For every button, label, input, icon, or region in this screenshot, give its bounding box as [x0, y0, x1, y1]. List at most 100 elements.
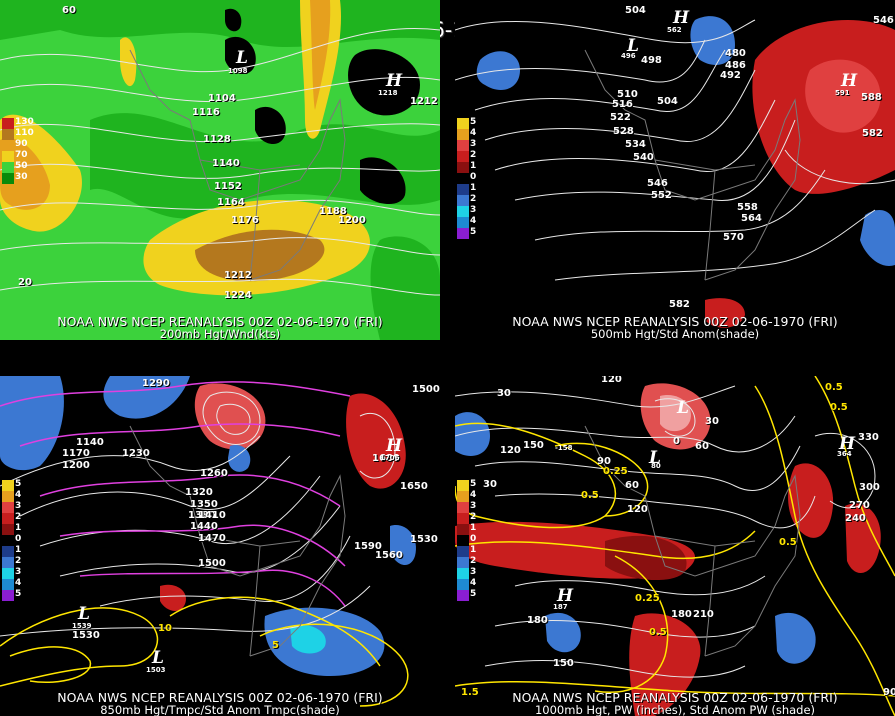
- contour-label: 1440: [190, 521, 218, 532]
- panel-1000mb: 5 4 3 2 1 0 1 2 3 4 5 120 30 30 0 150 12…: [455, 376, 895, 716]
- high-center-icon: H: [386, 436, 403, 456]
- contour-label: 120: [500, 445, 521, 456]
- contour-label: 1152: [214, 181, 242, 192]
- panel-caption-source: NOAA NWS NCEP REANALYSIS 00Z 02-06-1970 …: [512, 314, 838, 329]
- contour-label: 60: [695, 441, 709, 452]
- contour-label: 60: [62, 5, 76, 16]
- contour-label: 1410: [198, 510, 226, 521]
- contour-label: 180: [527, 615, 548, 626]
- contour-label: 558: [737, 202, 758, 213]
- contour-label: 1380: [188, 510, 216, 521]
- legend-std-anom: 5 4 3 2 1 0 1 2 3 4 5: [457, 479, 476, 601]
- contour-label: 20: [18, 277, 32, 288]
- contour-label: 1200: [338, 215, 366, 226]
- contour-label: 1224: [224, 290, 252, 301]
- contour-label: 1650: [400, 481, 428, 492]
- panel-500mb: 5 4 3 2 1 0 1 2 3 4 5 504 498 492 486 48…: [455, 0, 895, 340]
- contour-label: 1188: [319, 206, 347, 217]
- contour-label: 1176: [231, 215, 259, 226]
- legend-std-anom: 5 4 3 2 1 0 1 2 3 4 5: [457, 117, 476, 239]
- contour-label: 1140: [76, 437, 104, 448]
- contour-label: 480: [725, 48, 746, 59]
- contour-label: 1116: [192, 107, 220, 118]
- contour-label: 0.25: [603, 466, 628, 477]
- contour-label: 120: [627, 504, 648, 515]
- contour-label: 588: [861, 92, 882, 103]
- panel-caption-field: 200mb Hgt/Wnd(kts): [159, 327, 281, 340]
- contour-label: 564: [741, 213, 762, 224]
- contour-label: 570: [723, 232, 744, 243]
- contour-label: 546: [647, 178, 668, 189]
- contour-label: 0.25: [635, 593, 660, 604]
- contour-label: 1500: [198, 558, 226, 569]
- contour-label: 582: [862, 128, 883, 139]
- contour-label: 528: [613, 126, 634, 137]
- center-value: 1503: [146, 666, 166, 674]
- contour-label: 516: [612, 99, 633, 110]
- contour-label: 552: [651, 190, 672, 201]
- center-value: 591: [835, 89, 850, 97]
- contour-label: 10: [158, 623, 172, 634]
- contour-label: 1290: [142, 378, 170, 389]
- contour-label: 1320: [185, 487, 213, 498]
- contour-label: 0.5: [779, 537, 797, 548]
- contour-label: 1140: [212, 158, 240, 169]
- contour-label: 522: [610, 112, 631, 123]
- contour-label: 1164: [217, 197, 245, 208]
- center-value: 1706: [380, 454, 400, 462]
- contour-label: 504: [625, 5, 646, 16]
- contour-label: 1500: [412, 384, 440, 395]
- center-value: 496: [621, 52, 636, 60]
- contour-label: 270: [849, 500, 870, 511]
- contour-label: 0.5: [825, 382, 843, 393]
- contour-label: 504: [657, 96, 678, 107]
- contour-label: 1530: [72, 630, 100, 641]
- contour-label: 486: [725, 60, 746, 71]
- legend-wind: 130 110 90 70 50 30: [2, 117, 34, 184]
- contour-label: 150: [523, 440, 544, 451]
- high-center-icon: H: [673, 8, 690, 28]
- low-center-icon: L: [152, 648, 164, 668]
- low-center-icon: L: [627, 36, 639, 56]
- high-center-icon: H: [557, 586, 574, 606]
- map-1000mb-svg: [455, 376, 895, 716]
- contour-label: 90: [597, 456, 611, 467]
- contour-label: 1260: [200, 468, 228, 479]
- contour-label: 30: [483, 479, 497, 490]
- contour-label: 1200: [62, 460, 90, 471]
- contour-label: 1350: [190, 499, 218, 510]
- contour-label: 498: [641, 55, 662, 66]
- contour-label: 1212: [410, 96, 438, 107]
- low-center-icon: L: [236, 48, 248, 68]
- panel-caption-field: 1000mb Hgt, PW (inches), Std Anom PW (sh…: [534, 703, 816, 716]
- center-value: 1098: [228, 67, 248, 75]
- contour-label: 1230: [122, 448, 150, 459]
- contour-label: 60: [625, 480, 639, 491]
- high-center-icon: H: [841, 71, 858, 91]
- center-value: 364: [837, 450, 852, 458]
- panel-caption-source: NOAA NWS NCEP REANALYSIS 00Z 02-06-1970 …: [57, 690, 383, 705]
- contour-label: 240: [845, 513, 866, 524]
- panel-200mb: 130 110 90 70 50 30 1104 1116 1128 1140 …: [0, 0, 440, 340]
- center-value: 562: [667, 26, 682, 34]
- contour-label: 492: [720, 70, 741, 81]
- map-200mb-svg: [0, 0, 440, 340]
- legend-std-anom: 5 4 3 2 1 0 1 2 3 4 5: [2, 479, 21, 601]
- center-value: 1539: [72, 622, 92, 630]
- contour-label: 90: [883, 687, 895, 698]
- contour-label: 120: [601, 376, 622, 385]
- contour-label: 30: [705, 416, 719, 427]
- contour-label: 0: [673, 436, 680, 447]
- contour-label: 1590: [354, 541, 382, 552]
- contour-label: 150: [553, 658, 574, 669]
- panel-850mb: 5 4 3 2 1 0 1 2 3 4 5 1290 1140 1170 120…: [0, 376, 440, 716]
- panel-caption-field: 850mb Hgt/Tmpc/Std Anom Tmpc(shade): [100, 703, 340, 716]
- contour-label: 210: [693, 609, 714, 620]
- contour-label: 30: [497, 388, 511, 399]
- contour-label: 0.5: [649, 627, 667, 638]
- contour-label: 540: [633, 152, 654, 163]
- contour-label: 300: [859, 482, 880, 493]
- contour-label: 1560: [375, 550, 403, 561]
- low-center-icon: L: [677, 398, 689, 418]
- contour-label: 1530: [410, 534, 438, 545]
